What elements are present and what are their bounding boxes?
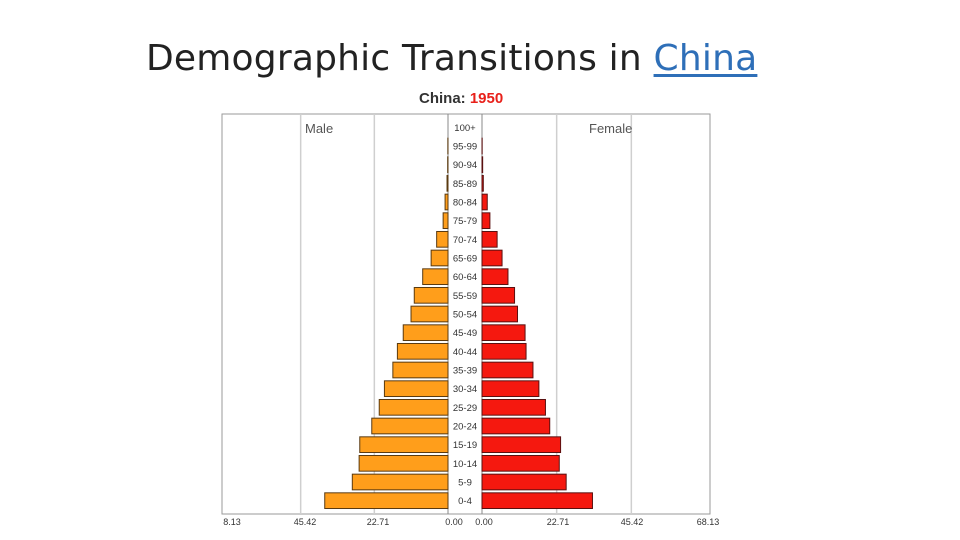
bar-female-50-54 <box>481 305 519 323</box>
age-label-15-19: 15-19 <box>453 440 477 451</box>
female-label: Female <box>589 121 632 136</box>
bar-female-75-79 <box>481 212 491 230</box>
bar-female-40-44 <box>481 342 527 360</box>
bar-male-80-84 <box>444 193 449 211</box>
bar-male-40-44 <box>396 342 449 360</box>
bar-male-75-79 <box>442 212 449 230</box>
age-label-60-64: 60-64 <box>453 272 477 283</box>
bar-female-25-29 <box>481 398 546 416</box>
x-tick-female-3: 68.13 <box>697 517 720 527</box>
bar-male-55-59 <box>413 286 449 304</box>
bar-male-10-14 <box>358 454 449 472</box>
x-tick-female-0: 0.00 <box>475 517 493 527</box>
x-tick-female-1: 22.71 <box>547 517 570 527</box>
bar-female-85-89 <box>481 174 484 192</box>
age-label-85-89: 85-89 <box>453 179 477 190</box>
bar-male-5-9 <box>351 473 449 491</box>
age-label-0-4: 0-4 <box>458 496 472 507</box>
bar-male-85-89 <box>446 174 449 192</box>
age-label-25-29: 25-29 <box>453 403 477 414</box>
bar-male-70-74 <box>436 230 449 248</box>
bar-male-25-29 <box>378 398 449 416</box>
bar-female-5-9 <box>481 473 567 491</box>
bar-layer <box>324 137 593 510</box>
bar-male-35-39 <box>392 361 449 379</box>
slide-title: Demographic Transitions in China <box>146 38 757 79</box>
bar-female-15-19 <box>481 436 562 454</box>
age-label-75-79: 75-79 <box>453 216 477 227</box>
bar-female-45-49 <box>481 324 526 342</box>
bar-female-90-94 <box>481 156 484 174</box>
age-label-10-14: 10-14 <box>453 459 477 470</box>
china-link[interactable]: China <box>653 38 758 79</box>
bar-male-50-54 <box>410 305 449 323</box>
x-tick-male-2: 22.71 <box>367 517 390 527</box>
x-tick-male-1: 45.42 <box>294 517 317 527</box>
age-label-30-34: 30-34 <box>453 384 477 395</box>
bar-female-30-34 <box>481 380 540 398</box>
bar-male-60-64 <box>422 268 449 286</box>
bar-female-10-14 <box>481 454 560 472</box>
age-label-50-54: 50-54 <box>453 310 477 321</box>
x-tick-male-3: 0.00 <box>445 517 463 527</box>
chart-title: China: 1950 <box>419 90 503 107</box>
age-label-45-49: 45-49 <box>453 328 477 339</box>
age-label-40-44: 40-44 <box>453 347 477 358</box>
plot-frame <box>221 113 711 515</box>
age-label-20-24: 20-24 <box>453 422 477 433</box>
bar-female-35-39 <box>481 361 534 379</box>
bar-male-45-49 <box>402 324 449 342</box>
chart-title-year: 1950 <box>469 90 504 107</box>
x-tick-male-0: 8.13 <box>223 517 241 527</box>
bar-female-55-59 <box>481 286 516 304</box>
bar-female-70-74 <box>481 230 498 248</box>
chart-title-country: China: <box>419 90 466 107</box>
bar-male-65-69 <box>430 249 449 267</box>
age-label-70-74: 70-74 <box>453 235 477 246</box>
age-label-35-39: 35-39 <box>453 366 477 377</box>
bar-female-60-64 <box>481 268 509 286</box>
bar-male-0-4 <box>324 492 449 510</box>
bar-male-30-34 <box>383 380 449 398</box>
bar-female-20-24 <box>481 417 551 435</box>
age-label-100+: 100+ <box>454 123 476 134</box>
slide-title-text: Demographic Transitions in <box>146 38 654 79</box>
age-label-5-9: 5-9 <box>458 478 472 489</box>
bar-male-20-24 <box>371 417 449 435</box>
age-label-80-84: 80-84 <box>453 198 477 209</box>
age-label-65-69: 65-69 <box>453 254 477 265</box>
age-label-layer: 0-4 5-9 10-14 15-19 20-24 25-29 30-34 35-39 40-4… <box>453 123 477 507</box>
bar-female-65-69 <box>481 249 503 267</box>
male-label: Male <box>305 121 333 136</box>
age-label-95-99: 95-99 <box>453 142 477 153</box>
x-tick-layer: 8.13 45.42 22.71 0.00 0.00 22.71 45.42 68.13 <box>223 517 719 527</box>
age-label-55-59: 55-59 <box>453 291 477 302</box>
bar-female-0-4 <box>481 492 593 510</box>
bar-female-80-84 <box>481 193 488 211</box>
bar-male-15-19 <box>359 436 449 454</box>
x-tick-female-2: 45.42 <box>621 517 644 527</box>
age-label-90-94: 90-94 <box>453 160 477 171</box>
